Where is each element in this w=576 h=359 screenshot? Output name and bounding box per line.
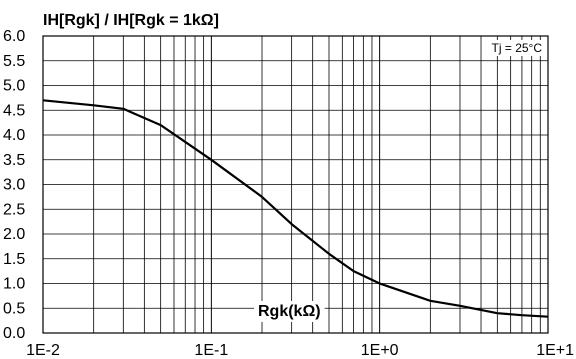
y-tick-label: 1.0 [3,276,25,293]
y-tick-label: 1.5 [3,251,25,268]
chart-title: IH[Rgk] / IH[Rgk = 1kΩ] [43,12,219,29]
y-tick-label: 5.0 [3,78,25,95]
x-tick-labels: 1E-2 1E-1 1E+0 1E+1 [26,342,574,359]
plot-area-frame [42,35,549,334]
y-tick-label: 2.5 [3,201,25,218]
x-tick-label: 1E+0 [361,342,399,359]
x-tick-label: 1E-1 [194,342,228,359]
temperature-annotation-box: Tj = 25°C [488,40,546,56]
x-axis-label-box: Rgk(kΩ) [254,301,325,322]
y-tick-label: 5.5 [3,53,25,70]
x-axis-label: Rgk(kΩ) [258,303,321,320]
y-tick-labels: 0.0 0.5 1.0 1.5 2.0 2.5 3.0 3.5 4.0 4.5 5.0 5.5 6.0 [3,28,25,342]
x-tick-label: 1E+1 [536,342,574,359]
y-tick-label: 3.0 [3,177,25,194]
y-tick-label: 6.0 [3,28,25,45]
series-line [42,99,549,318]
y-tick-label: 0.0 [3,325,25,342]
x-tick-label: 1E-2 [26,342,60,359]
y-tick-label: 2.0 [3,226,25,243]
series-lines [42,99,549,318]
grid-lines [42,35,549,334]
temperature-annotation: Tj = 25°C [492,41,543,55]
y-tick-label: 0.5 [3,300,25,317]
y-tick-label: 3.5 [3,152,25,169]
y-tick-label: 4.0 [3,127,25,144]
y-tick-label: 4.5 [3,102,25,119]
